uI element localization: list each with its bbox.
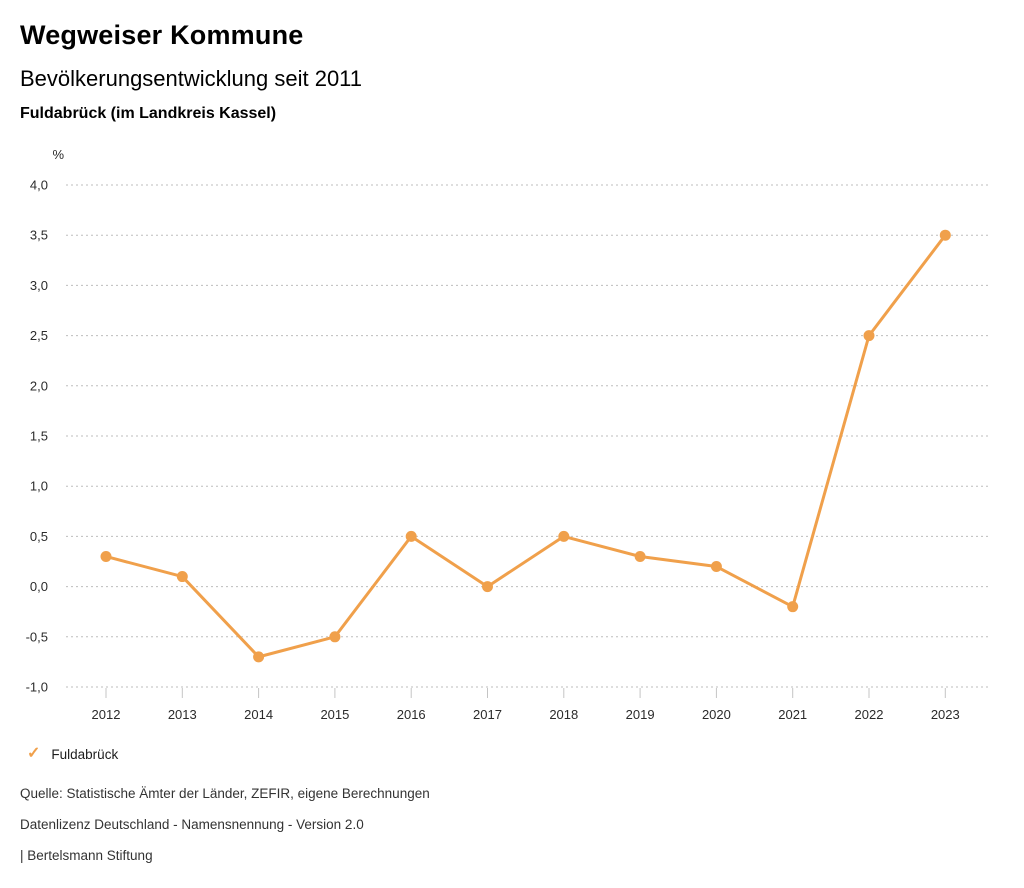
y-tick-label: 0,0 — [30, 579, 48, 594]
data-point[interactable] — [482, 581, 493, 593]
data-point[interactable] — [710, 561, 722, 573]
x-tick-label: 2023 — [931, 707, 960, 722]
y-tick-label: 2,0 — [30, 378, 48, 393]
x-tick-label: 2017 — [473, 707, 502, 722]
y-tick-label: -0,5 — [26, 629, 48, 644]
data-point[interactable] — [100, 550, 112, 562]
y-tick-label: 1,0 — [30, 479, 48, 494]
legend-item-fuldabrueck[interactable]: ✓ Fuldabrück — [27, 744, 118, 764]
data-point[interactable] — [176, 571, 188, 583]
attribution-note: | Bertelsmann Stiftung — [20, 848, 153, 863]
x-tick-label: 2013 — [168, 707, 197, 722]
chart-location-subtitle: Fuldabrück (im Landkreis Kassel) — [20, 105, 277, 122]
y-tick-label: -1,0 — [26, 680, 48, 695]
x-tick-label: 2019 — [626, 707, 655, 722]
page-title: Wegweiser Kommune — [20, 20, 304, 50]
y-tick-label: 2,5 — [30, 328, 48, 343]
source-note: Quelle: Statistische Ämter der Länder, Z… — [20, 786, 430, 801]
legend-label: Fuldabrück — [51, 746, 119, 762]
x-tick-label: 2014 — [244, 707, 273, 722]
y-tick-label: 3,5 — [30, 228, 48, 243]
data-point[interactable] — [787, 601, 799, 613]
x-tick-label: 2012 — [92, 707, 121, 722]
y-tick-label: 0,5 — [30, 529, 48, 544]
chart-title: Bevölkerungsentwicklung seit 2011 — [20, 66, 363, 91]
data-point[interactable] — [558, 530, 570, 542]
x-tick-label: 2020 — [702, 707, 731, 722]
x-tick-label: 2022 — [855, 707, 884, 722]
series-line — [105, 234, 947, 659]
data-point[interactable] — [253, 651, 265, 663]
x-tick-label: 2016 — [397, 707, 426, 722]
y-tick-label: 4,0 — [30, 178, 48, 193]
data-point[interactable] — [939, 229, 951, 241]
x-tick-label: 2015 — [320, 707, 349, 722]
data-point[interactable] — [405, 530, 417, 542]
data-point[interactable] — [329, 631, 341, 643]
population-line-chart: % 4,0 3,5 3,0 2,5 2,0 1,5 1,0 0,5 0,0 -0,5 -1,0 2012… — [0, 140, 1024, 740]
y-tick-label: 3,0 — [30, 278, 48, 293]
chart-canvas: % 4,0 3,5 3,0 2,5 2,0 1,5 1,0 0,5 0,0 -0,5 -1,0 2012… — [26, 147, 990, 722]
x-tick-label: 2021 — [778, 707, 807, 722]
x-tick-label: 2018 — [549, 707, 578, 722]
y-axis-unit-label: % — [52, 147, 64, 162]
check-icon: ✓ — [27, 745, 41, 762]
data-point[interactable] — [634, 550, 646, 562]
y-tick-label: 1,5 — [30, 429, 48, 444]
license-note: Datenlizenz Deutschland - Namensnennung … — [20, 817, 364, 832]
data-point[interactable] — [863, 330, 875, 342]
